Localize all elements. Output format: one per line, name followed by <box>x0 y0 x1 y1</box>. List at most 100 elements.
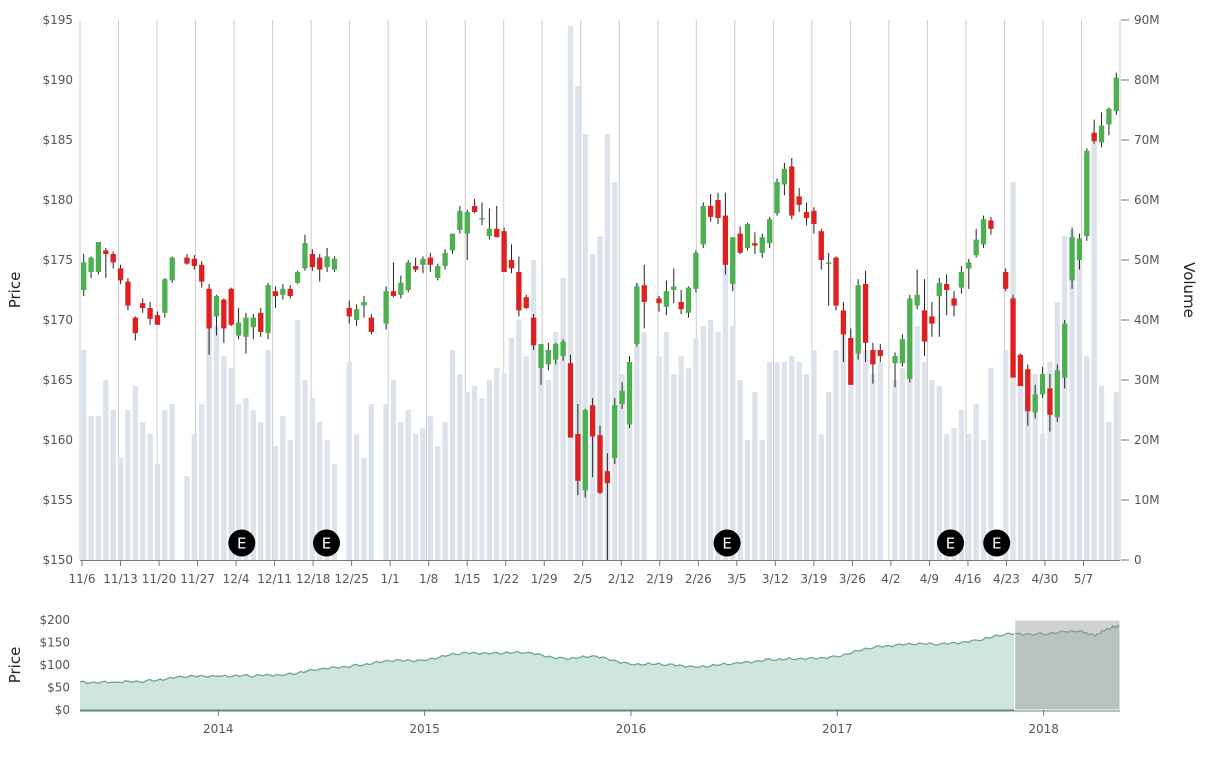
candle-up[interactable] <box>1039 374 1046 395</box>
candle-down[interactable] <box>206 288 212 329</box>
candle-down[interactable] <box>567 363 574 438</box>
candle-down[interactable] <box>862 284 869 343</box>
candle-down[interactable] <box>368 317 375 332</box>
candle-down[interactable] <box>604 471 611 484</box>
candle-up[interactable] <box>1084 150 1090 236</box>
candle-down[interactable] <box>877 350 883 356</box>
candle-up[interactable] <box>1032 394 1038 413</box>
candle-up[interactable] <box>685 287 692 313</box>
candle-down[interactable] <box>1010 298 1016 378</box>
candle-up[interactable] <box>1113 77 1119 112</box>
candle-down[interactable] <box>833 257 839 306</box>
candle-up[interactable] <box>560 341 566 356</box>
candle-down[interactable] <box>110 254 116 263</box>
candle-down[interactable] <box>848 338 854 385</box>
candle-down[interactable] <box>390 291 397 296</box>
candle-up[interactable] <box>774 182 780 214</box>
candle-up[interactable] <box>538 344 544 368</box>
candle-down[interactable] <box>317 257 323 270</box>
candle-down[interactable] <box>803 212 810 218</box>
candle-down[interactable] <box>184 257 190 264</box>
candle-up[interactable] <box>331 258 338 270</box>
candle-up[interactable] <box>766 219 773 244</box>
candle-up[interactable] <box>671 286 677 290</box>
candle-up[interactable] <box>781 168 788 185</box>
candle-up[interactable] <box>1076 238 1083 260</box>
candle-down[interactable] <box>678 302 684 310</box>
candle-down[interactable] <box>412 266 419 270</box>
candle-down[interactable] <box>258 312 264 332</box>
navigator-chart[interactable]: $0 $50 $100 $150 $200 2014 2015 2016 2017 2018 P… <box>0 600 1223 767</box>
candle-up[interactable] <box>693 252 699 289</box>
candle-up[interactable] <box>302 243 308 269</box>
candle-up[interactable] <box>398 282 404 295</box>
earnings-marker[interactable]: E <box>313 529 341 557</box>
candle-up[interactable] <box>730 237 736 284</box>
candle-up[interactable] <box>663 291 670 307</box>
candle-up[interactable] <box>980 219 987 245</box>
candle-up[interactable] <box>464 212 470 234</box>
candle-down[interactable] <box>951 298 957 306</box>
candle-down[interactable] <box>140 303 146 308</box>
candle-down[interactable] <box>944 284 950 290</box>
candle-up[interactable] <box>700 206 706 245</box>
candle-up[interactable] <box>243 317 249 337</box>
candle-down[interactable] <box>752 243 758 246</box>
candle-up[interactable] <box>361 302 367 306</box>
candle-down[interactable] <box>154 315 161 325</box>
candle-up[interactable] <box>486 228 493 236</box>
candle-down[interactable] <box>840 310 847 335</box>
candle-down[interactable] <box>641 285 647 302</box>
candle-down[interactable] <box>597 435 603 493</box>
candle-up[interactable] <box>95 242 102 272</box>
candle-up[interactable] <box>958 272 965 288</box>
candle-down[interactable] <box>656 298 662 304</box>
candle-up[interactable] <box>612 405 618 458</box>
earnings-marker[interactable]: E <box>228 529 256 557</box>
candle-up[interactable] <box>162 279 168 313</box>
candle-down[interactable] <box>789 166 795 216</box>
candle-up[interactable] <box>88 257 94 272</box>
candle-up[interactable] <box>353 309 360 320</box>
candle-down[interactable] <box>117 268 124 281</box>
candle-down[interactable] <box>523 297 529 308</box>
candle-down[interactable] <box>147 308 153 319</box>
candle-up[interactable] <box>294 272 301 283</box>
candle-down[interactable] <box>494 228 500 238</box>
candle-up[interactable] <box>213 296 220 317</box>
candle-up[interactable] <box>1062 323 1068 378</box>
candle-down[interactable] <box>921 310 928 342</box>
candle-up[interactable] <box>744 224 751 248</box>
candle-down[interactable] <box>737 233 743 253</box>
candle-up[interactable] <box>265 285 271 334</box>
candle-down[interactable] <box>103 250 109 254</box>
candle-up[interactable] <box>435 266 441 278</box>
candle-up[interactable] <box>442 252 448 266</box>
candle-down[interactable] <box>811 210 817 224</box>
candle-up[interactable] <box>420 258 426 265</box>
candle-up[interactable] <box>280 288 286 295</box>
candle-down[interactable] <box>796 196 802 205</box>
candle-up[interactable] <box>973 239 979 256</box>
candle-up[interactable] <box>855 285 861 354</box>
candle-down[interactable] <box>715 200 721 218</box>
earnings-marker[interactable]: E <box>937 529 965 557</box>
candle-down[interactable] <box>501 231 507 272</box>
candle-down[interactable] <box>530 317 537 346</box>
candle-up[interactable] <box>907 298 913 379</box>
candle-down[interactable] <box>589 405 596 437</box>
candle-up[interactable] <box>759 237 765 253</box>
candle-down[interactable] <box>516 272 522 311</box>
candle-up[interactable] <box>1098 125 1105 143</box>
candle-up[interactable] <box>966 262 972 269</box>
candle-down[interactable] <box>1017 354 1024 386</box>
candle-down[interactable] <box>309 254 315 268</box>
candle-up[interactable] <box>634 286 640 344</box>
candle-up[interactable] <box>545 350 552 365</box>
candle-up[interactable] <box>235 322 242 336</box>
candle-up[interactable] <box>914 294 920 306</box>
candle-up[interactable] <box>457 210 463 230</box>
candle-up[interactable] <box>936 282 942 296</box>
candle-up[interactable] <box>324 256 330 268</box>
candle-down[interactable] <box>722 215 729 265</box>
